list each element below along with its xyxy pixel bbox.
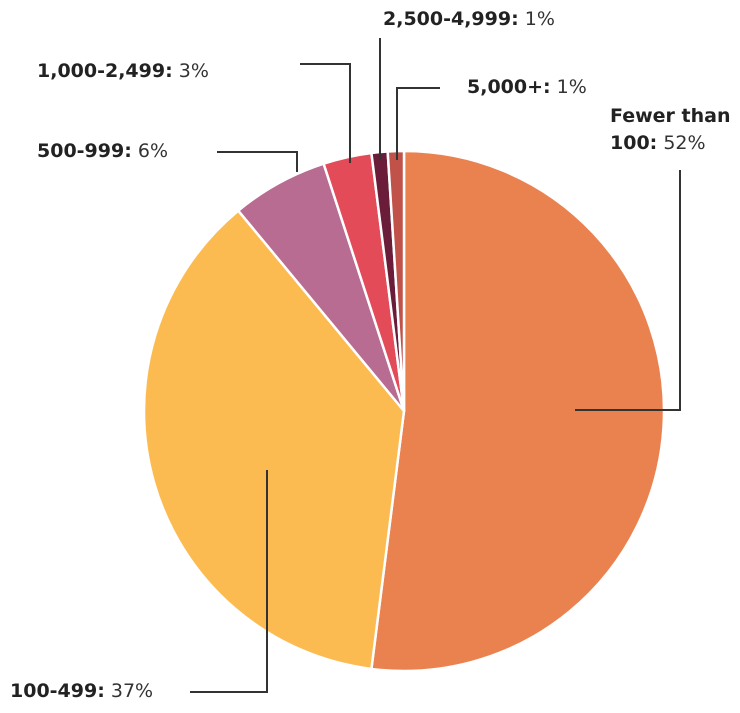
slice-label: 2,500-4,999: 1%	[383, 6, 555, 33]
value-label: 37%	[110, 680, 154, 702]
leader-line	[396, 87, 440, 160]
pie-slice	[370, 149, 666, 673]
category-label: Fewer than 100:	[610, 105, 731, 154]
leader-line	[300, 63, 351, 163]
leader-line	[190, 470, 268, 693]
value-label: 1%	[556, 76, 587, 98]
category-label: 500-999:	[37, 140, 132, 162]
slice-label: 1,000-2,499: 3%	[37, 58, 209, 85]
slice-label: 5,000+: 1%	[467, 74, 587, 101]
pie-slice	[142, 209, 406, 671]
value-label: 3%	[178, 60, 209, 82]
value-label: 6%	[137, 140, 169, 162]
category-label: 5,000+:	[467, 76, 551, 98]
value-label: 52%	[663, 132, 706, 154]
slice-label: Fewer than 100: 52%	[610, 103, 740, 157]
leader-line	[575, 170, 681, 411]
slice-label: 100-499: 37%	[10, 678, 153, 705]
category-label: 2,500-4,999:	[383, 8, 519, 30]
slice-label: 500-999: 6%	[37, 138, 168, 165]
leader-line	[217, 151, 298, 172]
pie-slice	[386, 149, 406, 413]
category-label: 100-499:	[10, 680, 105, 702]
category-label: 1,000-2,499:	[37, 60, 173, 82]
value-label: 1%	[524, 8, 555, 30]
